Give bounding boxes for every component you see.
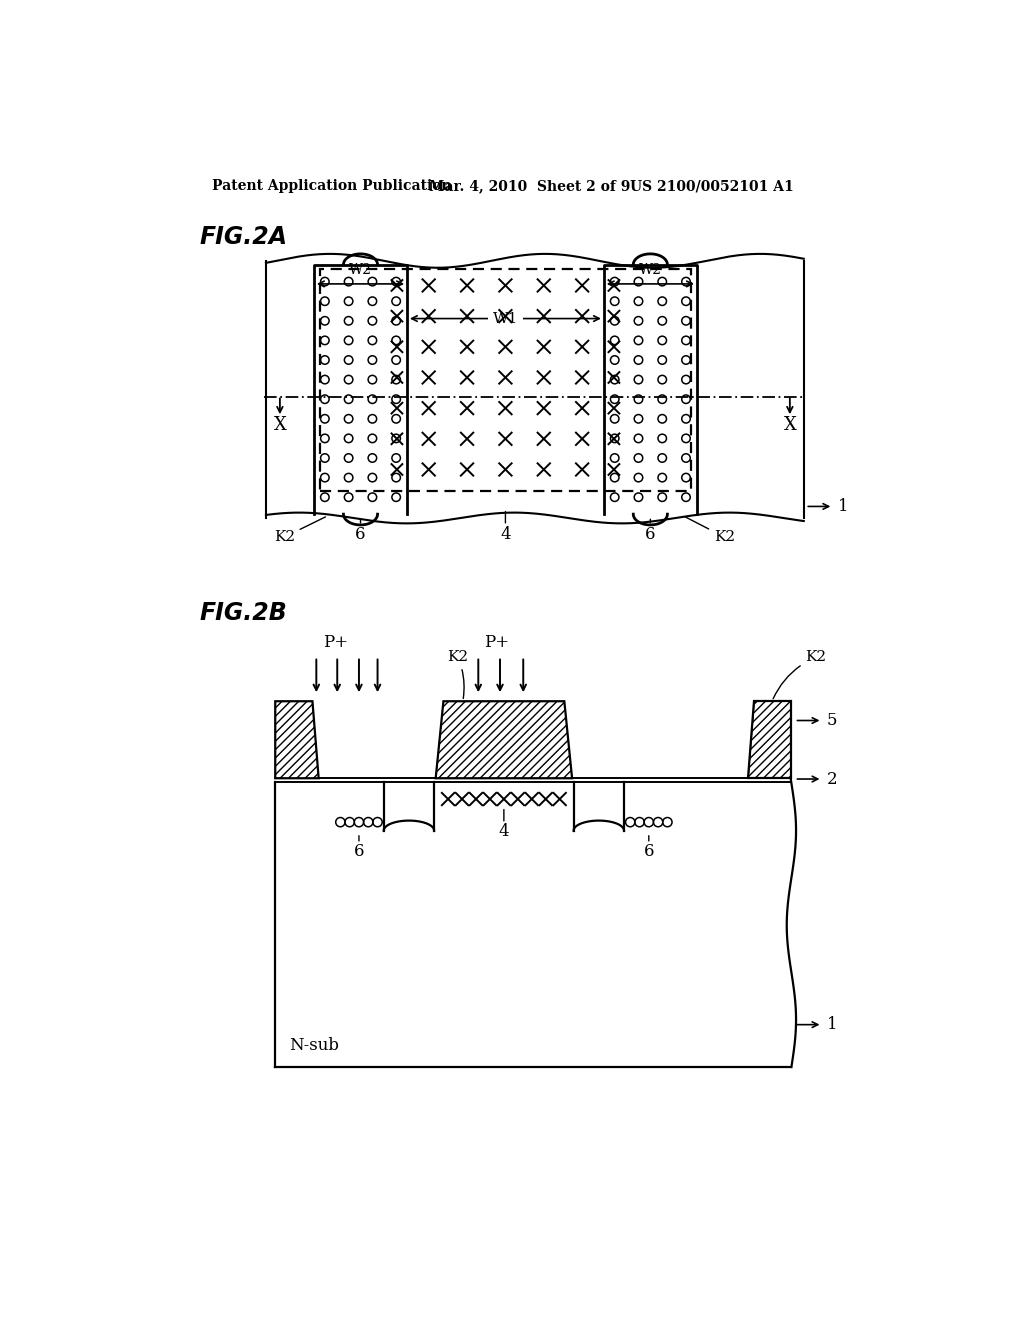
Text: FIG.2A: FIG.2A xyxy=(200,224,288,249)
Text: W2: W2 xyxy=(349,263,372,277)
Polygon shape xyxy=(435,701,572,779)
Polygon shape xyxy=(748,701,792,779)
Text: K2: K2 xyxy=(685,517,735,544)
Text: 1: 1 xyxy=(827,1016,838,1034)
Text: Patent Application Publication: Patent Application Publication xyxy=(212,180,452,193)
Text: N-sub: N-sub xyxy=(289,1038,339,1053)
Text: 4: 4 xyxy=(499,822,509,840)
Text: P+: P+ xyxy=(484,634,510,651)
Text: X: X xyxy=(273,416,287,434)
Text: 6: 6 xyxy=(355,527,366,544)
Text: US 2100/0052101 A1: US 2100/0052101 A1 xyxy=(630,180,794,193)
Text: 6: 6 xyxy=(353,843,365,859)
Text: K2: K2 xyxy=(773,651,826,698)
Text: 4: 4 xyxy=(500,527,511,544)
Text: Mar. 4, 2010  Sheet 2 of 9: Mar. 4, 2010 Sheet 2 of 9 xyxy=(429,180,630,193)
Polygon shape xyxy=(275,701,318,779)
Text: 2: 2 xyxy=(827,771,838,788)
Text: K2: K2 xyxy=(447,651,468,698)
Text: K2: K2 xyxy=(273,517,326,544)
Text: 5: 5 xyxy=(827,711,838,729)
Bar xyxy=(321,268,690,491)
Text: P+: P+ xyxy=(324,634,348,651)
Text: W1: W1 xyxy=(493,312,518,326)
Text: X: X xyxy=(783,416,797,434)
Text: 6: 6 xyxy=(643,843,654,859)
Text: FIG.2B: FIG.2B xyxy=(200,601,287,624)
Text: 1: 1 xyxy=(838,498,849,515)
Text: 6: 6 xyxy=(645,527,655,544)
Text: W2: W2 xyxy=(639,263,662,277)
